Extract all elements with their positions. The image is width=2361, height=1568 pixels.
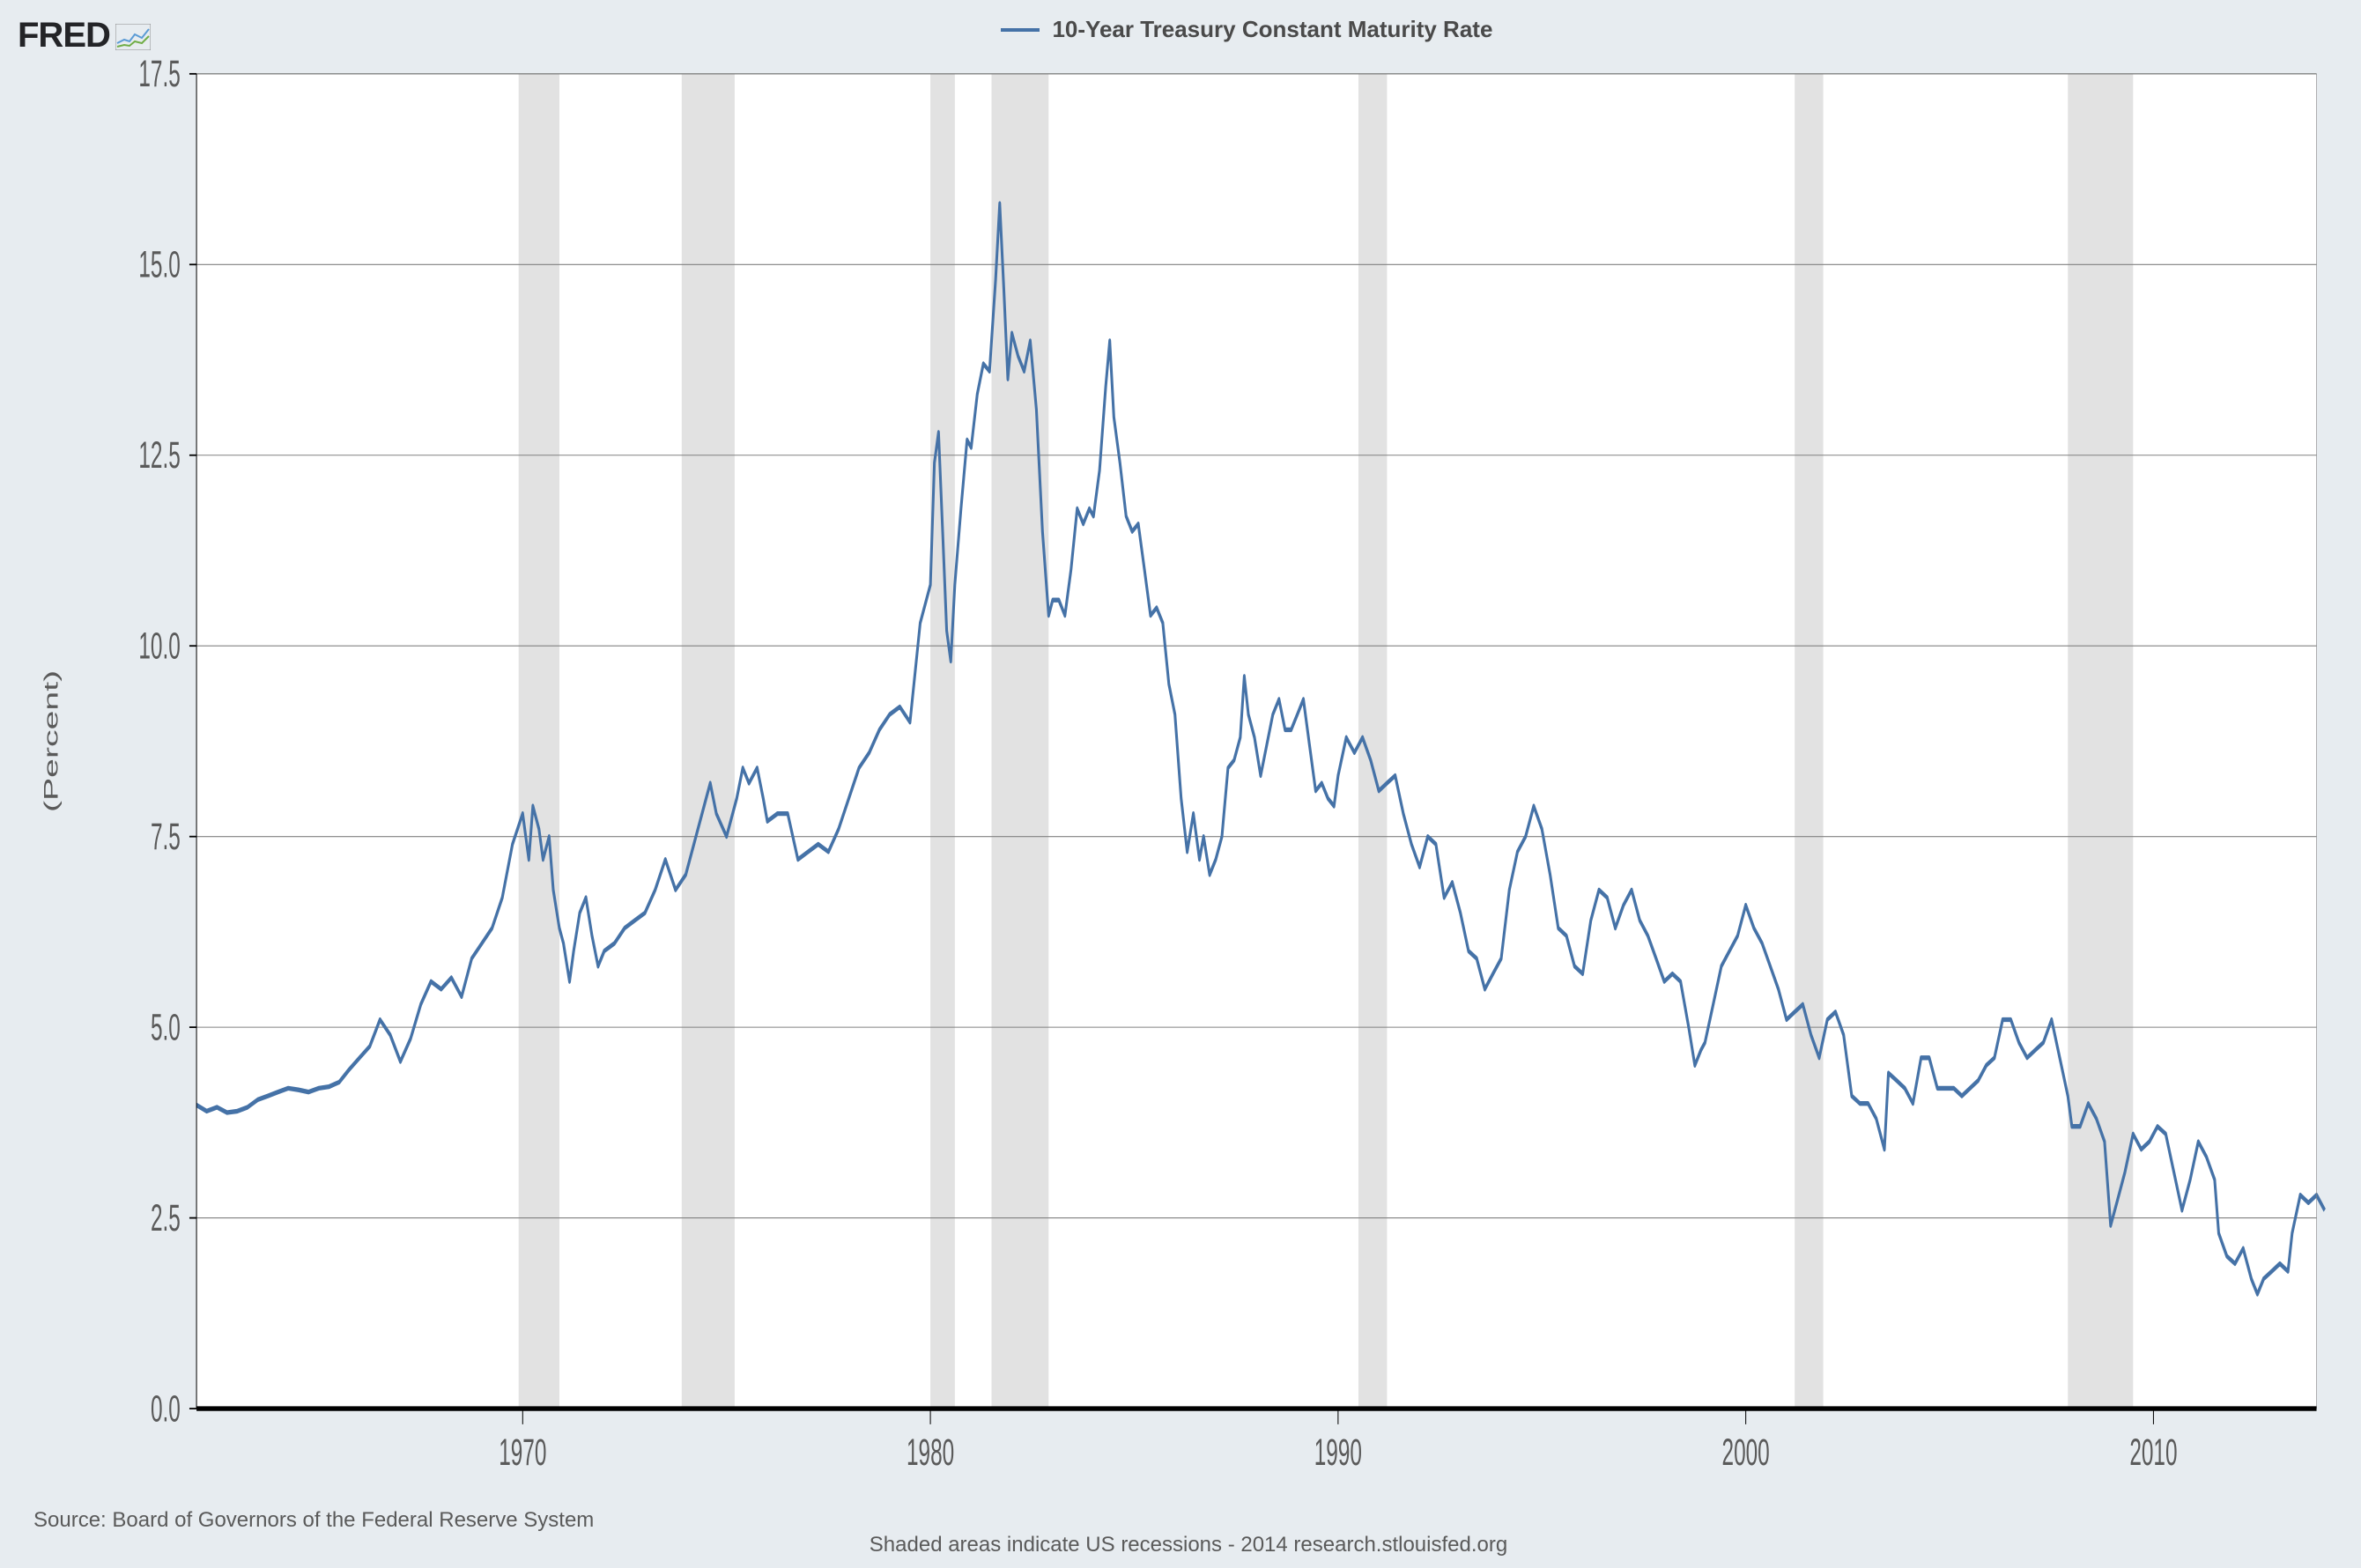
svg-text:5.0: 5.0 <box>151 1006 181 1048</box>
legend: 10-Year Treasury Constant Maturity Rate <box>151 16 2343 43</box>
svg-text:10.0: 10.0 <box>138 625 180 667</box>
subnote-line: Shaded areas indicate US recessions - 20… <box>33 1533 2343 1557</box>
svg-text:2000: 2000 <box>1722 1431 1770 1474</box>
svg-text:1990: 1990 <box>1314 1431 1362 1474</box>
svg-text:1970: 1970 <box>499 1431 546 1474</box>
legend-label: 10-Year Treasury Constant Maturity Rate <box>1052 16 1492 43</box>
svg-text:17.5: 17.5 <box>138 58 180 95</box>
source-line: Source: Board of Governors of the Federa… <box>33 1508 2343 1533</box>
svg-text:2010: 2010 <box>2129 1431 2177 1474</box>
legend-swatch <box>1001 28 1040 32</box>
svg-text:15.0: 15.0 <box>138 243 180 285</box>
fred-logo-icon <box>115 24 151 50</box>
chart-plot-wrap: 0.0 2.5 5.0 7.5 10.0 12.5 15.0 17.5 1970 1980 1990… <box>18 58 2343 1503</box>
svg-text:(Percent): (Percent) <box>40 670 62 812</box>
svg-text:12.5: 12.5 <box>138 434 180 477</box>
fred-logo-text: FRED <box>18 16 110 55</box>
svg-text:1980: 1980 <box>907 1431 954 1474</box>
svg-text:7.5: 7.5 <box>151 816 181 858</box>
chart-svg: 0.0 2.5 5.0 7.5 10.0 12.5 15.0 17.5 1970 1980 1990… <box>18 58 2343 1503</box>
header: FRED 10-Year Treasury Constant Maturity … <box>18 16 2343 58</box>
fred-logo: FRED <box>18 16 151 55</box>
svg-text:2.5: 2.5 <box>151 1197 181 1239</box>
svg-text:0.0: 0.0 <box>151 1387 181 1430</box>
footer: Source: Board of Governors of the Federa… <box>18 1503 2343 1557</box>
chart-container: FRED 10-Year Treasury Constant Maturity … <box>0 0 2361 1568</box>
